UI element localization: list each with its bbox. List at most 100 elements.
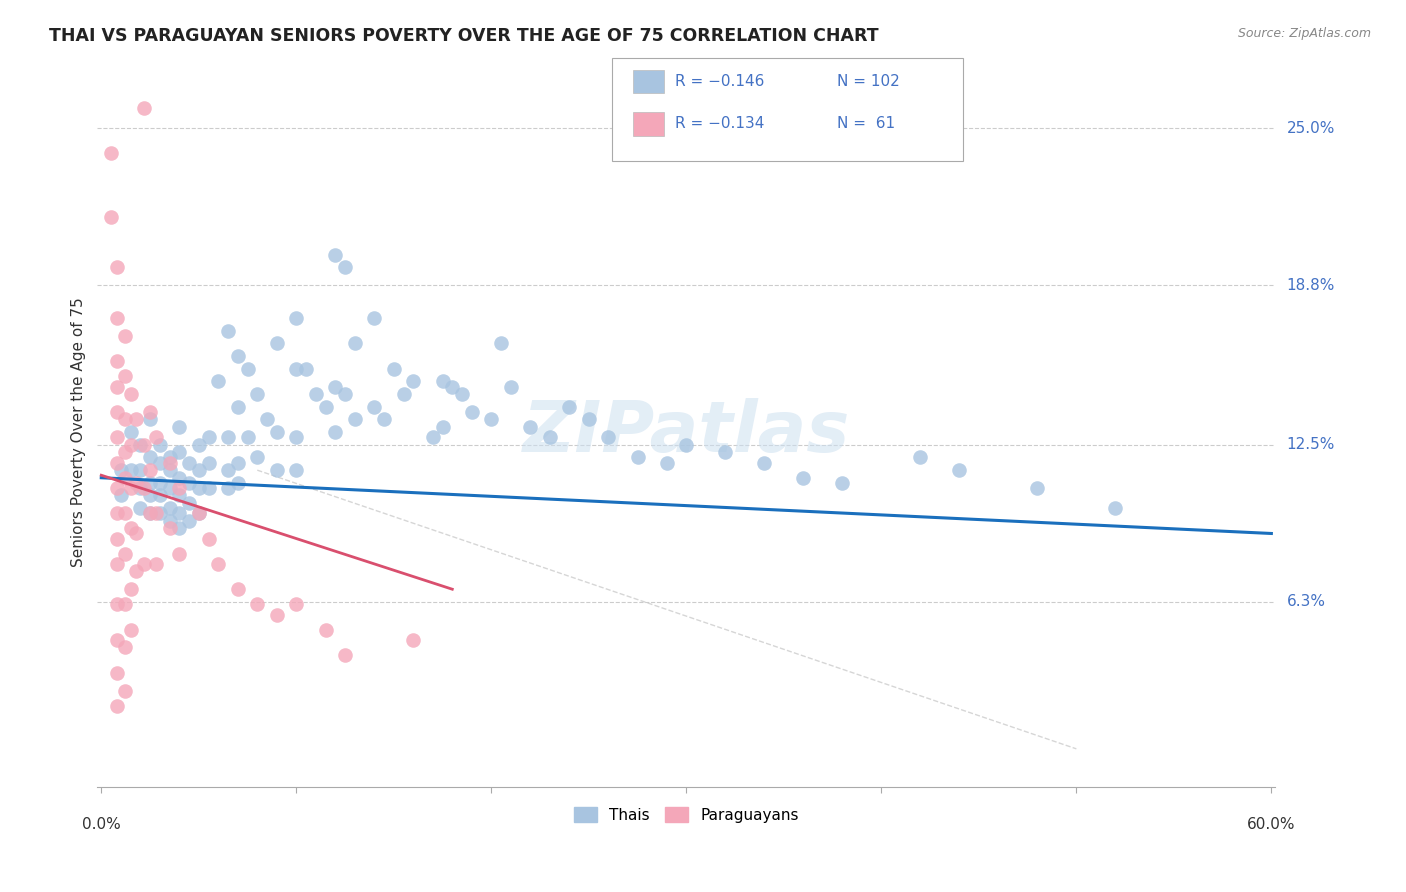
Text: N =  61: N = 61 xyxy=(837,117,894,131)
Point xyxy=(266,607,288,622)
Point xyxy=(402,375,425,389)
Text: ZIPatlas: ZIPatlas xyxy=(523,398,851,467)
Point xyxy=(134,481,156,495)
Point xyxy=(343,412,366,426)
Point xyxy=(479,412,502,426)
Point xyxy=(675,438,697,452)
Point xyxy=(125,475,148,490)
Point xyxy=(217,430,239,444)
Point xyxy=(323,425,346,439)
Point xyxy=(187,463,209,477)
Legend: Thais, Paraguayans: Thais, Paraguayans xyxy=(568,801,804,829)
Point xyxy=(754,456,776,470)
Point xyxy=(159,456,181,470)
Point xyxy=(246,450,269,465)
Point xyxy=(105,632,128,647)
Point xyxy=(285,311,308,326)
Point xyxy=(167,481,190,495)
Point xyxy=(120,481,142,495)
Point xyxy=(538,430,561,444)
Point xyxy=(139,475,162,490)
Point xyxy=(285,361,308,376)
Point xyxy=(432,375,454,389)
Text: N = 102: N = 102 xyxy=(837,74,900,88)
Point xyxy=(129,481,152,495)
Point xyxy=(105,311,128,326)
Point xyxy=(217,463,239,477)
Point xyxy=(343,336,366,351)
Point xyxy=(197,532,219,546)
Point xyxy=(125,526,148,541)
Point xyxy=(226,456,249,470)
Point xyxy=(145,506,167,520)
Point xyxy=(295,361,318,376)
Point xyxy=(655,456,678,470)
Point xyxy=(110,488,132,502)
Point xyxy=(489,336,512,351)
Point xyxy=(323,248,346,262)
Point xyxy=(105,379,128,393)
Point xyxy=(159,501,181,516)
Text: 0.0%: 0.0% xyxy=(82,817,121,832)
Point xyxy=(626,450,648,465)
Point xyxy=(948,463,970,477)
Point xyxy=(105,698,128,713)
Text: 6.3%: 6.3% xyxy=(1286,594,1326,609)
Point xyxy=(105,506,128,520)
Point xyxy=(246,387,269,401)
Point xyxy=(105,481,128,495)
Point xyxy=(285,598,308,612)
Point xyxy=(139,506,162,520)
Point xyxy=(114,329,136,343)
Point xyxy=(1026,481,1049,495)
Point xyxy=(363,311,385,326)
Point xyxy=(120,438,142,452)
Point xyxy=(392,387,415,401)
Point xyxy=(120,582,142,597)
Point xyxy=(120,387,142,401)
Point xyxy=(333,648,356,662)
Point xyxy=(129,463,152,477)
Point xyxy=(177,475,200,490)
Point xyxy=(1104,501,1126,516)
Text: THAI VS PARAGUAYAN SENIORS POVERTY OVER THE AGE OF 75 CORRELATION CHART: THAI VS PARAGUAYAN SENIORS POVERTY OVER … xyxy=(49,27,879,45)
Point xyxy=(105,665,128,680)
Point xyxy=(333,260,356,275)
Point xyxy=(246,598,269,612)
Point xyxy=(266,463,288,477)
Point xyxy=(149,506,172,520)
Point xyxy=(114,547,136,561)
Point xyxy=(134,438,156,452)
Point xyxy=(167,547,190,561)
Point xyxy=(145,557,167,571)
Point xyxy=(207,557,229,571)
Point xyxy=(167,445,190,459)
Point xyxy=(139,412,162,426)
Point xyxy=(114,506,136,520)
Point xyxy=(432,420,454,434)
Text: 12.5%: 12.5% xyxy=(1286,437,1334,452)
Point xyxy=(197,430,219,444)
Point xyxy=(197,481,219,495)
Point xyxy=(120,521,142,535)
Point xyxy=(266,425,288,439)
Point xyxy=(177,456,200,470)
Point xyxy=(139,506,162,520)
Point xyxy=(167,506,190,520)
Point xyxy=(134,101,156,115)
Point xyxy=(105,430,128,444)
Point xyxy=(441,379,464,393)
Point xyxy=(285,430,308,444)
Point xyxy=(159,514,181,528)
Point xyxy=(578,412,600,426)
Text: 60.0%: 60.0% xyxy=(1247,817,1295,832)
Point xyxy=(373,412,395,426)
Point xyxy=(315,623,337,637)
Point xyxy=(159,481,181,495)
Point xyxy=(139,463,162,477)
Point xyxy=(149,488,172,502)
Text: R = −0.134: R = −0.134 xyxy=(675,117,765,131)
Point xyxy=(105,598,128,612)
Point xyxy=(149,475,172,490)
Point xyxy=(363,400,385,414)
